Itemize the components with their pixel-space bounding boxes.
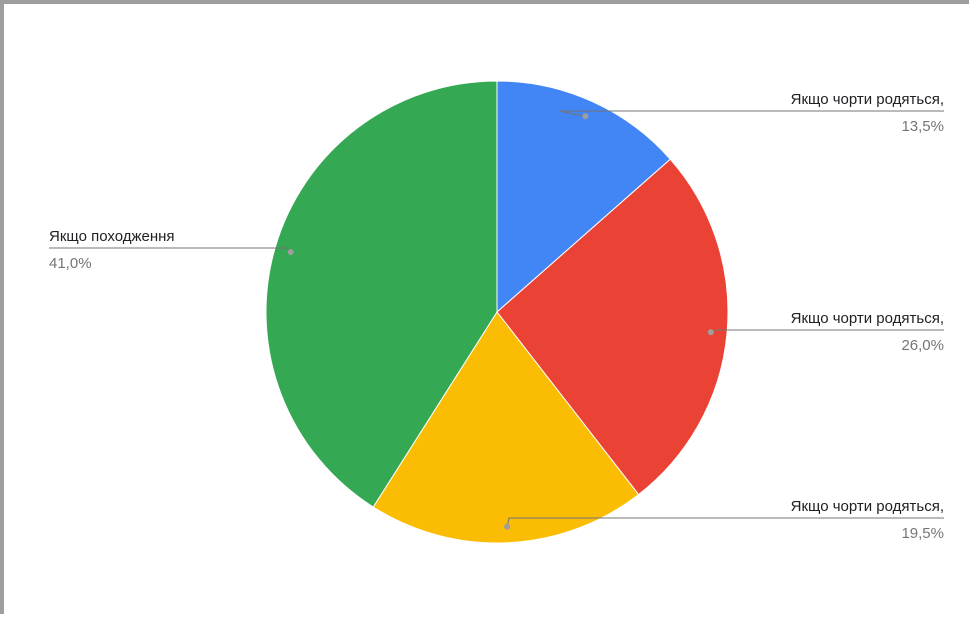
leader-dot (582, 113, 589, 120)
slice-label: Якщо чорти родяться, (791, 498, 944, 515)
slice-value-label: 19,5% (901, 525, 944, 542)
slice-value-label: 13,5% (901, 118, 944, 135)
pie-chart: Якщо чорти родяться, 13,5% Якщо чорти родя… (49, 80, 944, 544)
slice-label: Якщо чорти родяться, (791, 310, 944, 327)
leader-dot (707, 329, 714, 336)
slice-label: Якщо походження (49, 228, 175, 245)
leader-dot (504, 523, 511, 530)
slice-value-label: 26,0% (901, 337, 944, 354)
leader-line (558, 110, 944, 117)
pie-slice[interactable] (372, 311, 640, 544)
slice-label: Якщо чорти родяться, (791, 91, 944, 108)
leader-dot (287, 249, 294, 256)
pie-slice[interactable] (496, 80, 671, 314)
slice-value-label: 41,0% (49, 255, 92, 272)
pie-slice[interactable] (496, 158, 729, 496)
leader-line (49, 247, 292, 253)
leader-line (710, 329, 944, 333)
